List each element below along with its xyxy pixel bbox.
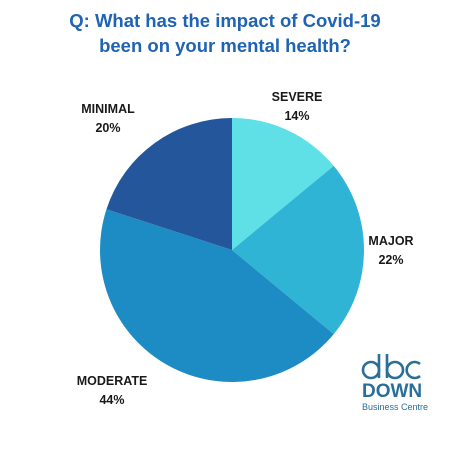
chart-title: Q: What has the impact of Covid-19 been … xyxy=(0,8,450,58)
logo-subtitle: Business Centre xyxy=(362,402,429,412)
dbc-logo-icon xyxy=(361,354,421,380)
chart-title-line-2: been on your mental health? xyxy=(99,35,351,56)
pie-slice-moderate xyxy=(99,209,334,383)
slice-label-moderate: MODERATE 44% xyxy=(62,372,162,410)
slice-label-severe: SEVERE 14% xyxy=(262,88,332,126)
slice-label-major-value: 22% xyxy=(378,253,404,267)
slice-label-severe-name: SEVERE xyxy=(271,90,323,104)
pie-slice-minimal xyxy=(106,118,232,250)
slice-label-minimal-name: MINIMAL xyxy=(81,102,135,116)
slice-label-minimal: MINIMAL 20% xyxy=(68,100,148,138)
slice-label-moderate-name: MODERATE xyxy=(76,374,148,388)
logo-name: DOWN xyxy=(362,381,423,402)
slice-label-moderate-value: 44% xyxy=(99,393,125,407)
down-business-centre-logo: DOWN Business Centre xyxy=(360,348,440,412)
slice-label-major-name: MAJOR xyxy=(368,234,414,248)
pie-slices xyxy=(99,118,365,383)
slice-label-severe-value: 14% xyxy=(284,109,310,123)
pie-slice-major xyxy=(232,165,365,335)
chart-title-line-1: Q: What has the impact of Covid-19 xyxy=(69,10,381,31)
pie-slice-severe xyxy=(232,118,334,250)
slice-label-major: MAJOR 22% xyxy=(356,232,426,270)
slice-label-minimal-value: 20% xyxy=(95,121,121,135)
